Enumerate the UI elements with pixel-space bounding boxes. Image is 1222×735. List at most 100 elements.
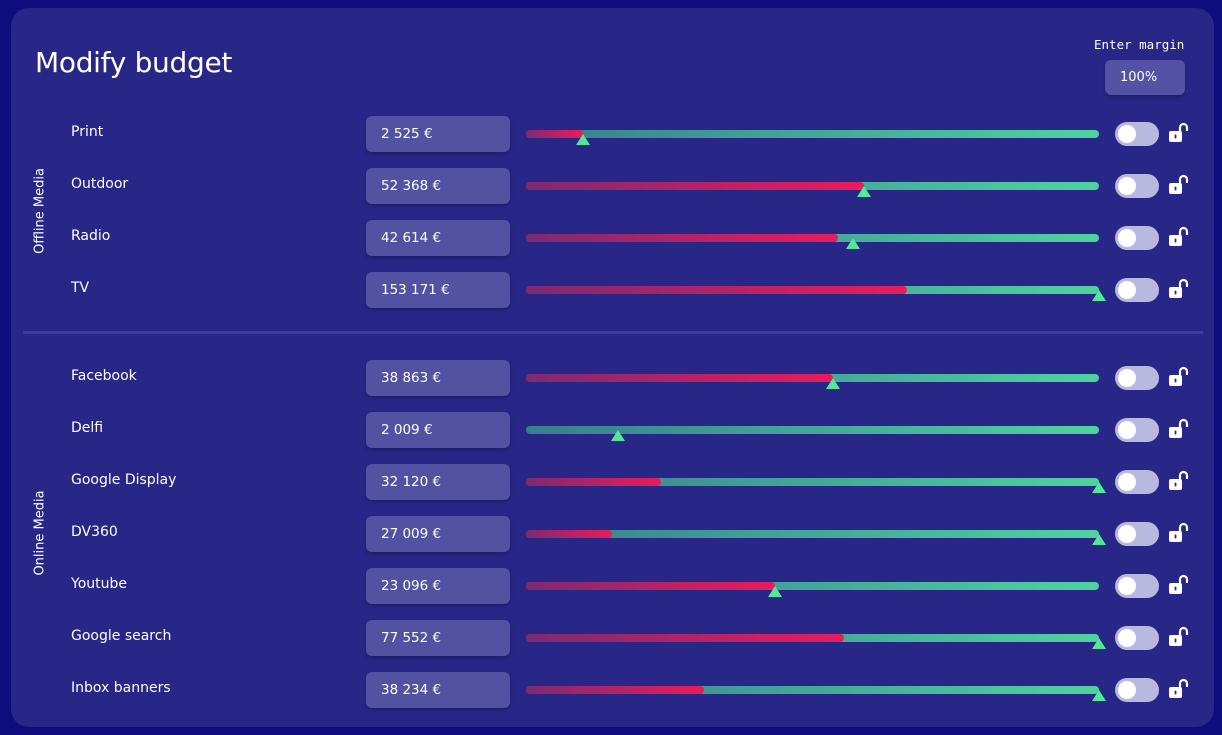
toggle-knob — [1118, 577, 1136, 595]
budget-value: 38 234 € — [381, 682, 442, 698]
channel-row-youtube: Youtube 23 096 € — [11, 566, 1214, 606]
channel-toggle[interactable] — [1115, 522, 1159, 546]
budget-input[interactable]: 38 863 € — [366, 360, 510, 396]
unlocked-padlock-icon[interactable] — [1166, 521, 1190, 545]
budget-slider-fill — [526, 374, 833, 382]
channel-toggle[interactable] — [1115, 678, 1159, 702]
unlocked-padlock-icon[interactable] — [1166, 121, 1190, 145]
channel-label: Delfi — [71, 420, 104, 436]
channel-label: Google Display — [71, 472, 177, 488]
toggle-knob — [1118, 681, 1136, 699]
budget-slider-fill — [526, 478, 661, 486]
budget-value: 52 368 € — [381, 178, 442, 194]
budget-value: 23 096 € — [381, 578, 442, 594]
budget-slider-track[interactable] — [526, 634, 1099, 642]
toggle-knob — [1118, 281, 1136, 299]
modify-budget-panel: Modify budget Enter margin Offline Media… — [11, 8, 1214, 727]
triangle-marker-icon[interactable] — [1092, 638, 1106, 649]
channel-row-dv360: DV360 27 009 € — [11, 514, 1214, 554]
toggle-knob — [1118, 177, 1136, 195]
budget-slider-fill — [526, 286, 907, 294]
triangle-marker-icon[interactable] — [826, 378, 840, 389]
budget-slider-track[interactable] — [526, 130, 1099, 138]
channel-row-inbox-banners: Inbox banners 38 234 € — [11, 670, 1214, 710]
triangle-marker-icon[interactable] — [1092, 534, 1106, 545]
budget-slider-track[interactable] — [526, 234, 1099, 242]
channel-row-facebook: Facebook 38 863 € — [11, 358, 1214, 398]
budget-slider-track[interactable] — [526, 286, 1099, 294]
channel-row-print: Print 2 525 € — [11, 114, 1214, 154]
unlocked-padlock-icon[interactable] — [1166, 677, 1190, 701]
budget-input[interactable]: 52 368 € — [366, 168, 510, 204]
triangle-marker-icon[interactable] — [768, 586, 782, 597]
channel-toggle[interactable] — [1115, 174, 1159, 198]
channel-row-google-display: Google Display 32 120 € — [11, 462, 1214, 502]
channel-toggle[interactable] — [1115, 418, 1159, 442]
budget-input[interactable]: 32 120 € — [366, 464, 510, 500]
budget-value: 77 552 € — [381, 630, 442, 646]
channel-row-google-search: Google search 77 552 € — [11, 618, 1214, 658]
triangle-marker-icon[interactable] — [1092, 290, 1106, 301]
unlocked-padlock-icon[interactable] — [1166, 365, 1190, 389]
triangle-marker-icon[interactable] — [576, 134, 590, 145]
margin-input[interactable] — [1105, 60, 1185, 95]
budget-slider-fill — [526, 686, 704, 694]
budget-slider-track[interactable] — [526, 530, 1099, 538]
budget-input[interactable]: 27 009 € — [366, 516, 510, 552]
unlocked-padlock-icon[interactable] — [1166, 625, 1190, 649]
budget-slider-fill — [526, 130, 583, 138]
unlocked-padlock-icon[interactable] — [1166, 417, 1190, 441]
channel-toggle[interactable] — [1115, 574, 1159, 598]
toggle-knob — [1118, 369, 1136, 387]
budget-slider-track[interactable] — [526, 374, 1099, 382]
toggle-knob — [1118, 125, 1136, 143]
page-title: Modify budget — [35, 46, 233, 79]
budget-input[interactable]: 38 234 € — [366, 672, 510, 708]
channel-toggle[interactable] — [1115, 470, 1159, 494]
triangle-marker-icon[interactable] — [846, 238, 860, 249]
budget-slider-track[interactable] — [526, 686, 1099, 694]
triangle-marker-icon[interactable] — [611, 430, 625, 441]
unlocked-padlock-icon[interactable] — [1166, 469, 1190, 493]
budget-input[interactable]: 77 552 € — [366, 620, 510, 656]
budget-input[interactable]: 2 525 € — [366, 116, 510, 152]
channel-toggle[interactable] — [1115, 278, 1159, 302]
channel-label: Inbox banners — [71, 680, 171, 696]
budget-slider-track[interactable] — [526, 582, 1099, 590]
budget-input[interactable]: 23 096 € — [366, 568, 510, 604]
channel-row-tv: TV 153 171 € — [11, 270, 1214, 310]
unlocked-padlock-icon[interactable] — [1166, 573, 1190, 597]
toggle-knob — [1118, 525, 1136, 543]
triangle-marker-icon[interactable] — [1092, 690, 1106, 701]
triangle-marker-icon[interactable] — [1092, 482, 1106, 493]
triangle-marker-icon[interactable] — [857, 186, 871, 197]
channel-label: Facebook — [71, 368, 137, 384]
budget-slider-track[interactable] — [526, 426, 1099, 434]
channel-toggle[interactable] — [1115, 626, 1159, 650]
channel-label: Outdoor — [71, 176, 129, 192]
unlocked-padlock-icon[interactable] — [1166, 173, 1190, 197]
toggle-knob — [1118, 229, 1136, 247]
channel-label: DV360 — [71, 524, 118, 540]
channel-label: TV — [71, 280, 90, 296]
toggle-knob — [1118, 421, 1136, 439]
channel-toggle[interactable] — [1115, 366, 1159, 390]
budget-input[interactable]: 42 614 € — [366, 220, 510, 256]
channel-toggle[interactable] — [1115, 226, 1159, 250]
budget-value: 27 009 € — [381, 526, 442, 542]
channel-toggle[interactable] — [1115, 122, 1159, 146]
channel-label: Youtube — [71, 576, 127, 592]
unlocked-padlock-icon[interactable] — [1166, 277, 1190, 301]
budget-value: 32 120 € — [381, 474, 442, 490]
unlocked-padlock-icon[interactable] — [1166, 225, 1190, 249]
channel-label: Print — [71, 124, 104, 140]
budget-slider-fill — [526, 582, 775, 590]
budget-slider-fill — [526, 182, 864, 190]
budget-input[interactable]: 153 171 € — [366, 272, 510, 308]
budget-slider-track[interactable] — [526, 478, 1099, 486]
budget-slider-track[interactable] — [526, 182, 1099, 190]
budget-value: 42 614 € — [381, 230, 442, 246]
channel-label: Google search — [71, 628, 172, 644]
toggle-knob — [1118, 629, 1136, 647]
budget-input[interactable]: 2 009 € — [366, 412, 510, 448]
